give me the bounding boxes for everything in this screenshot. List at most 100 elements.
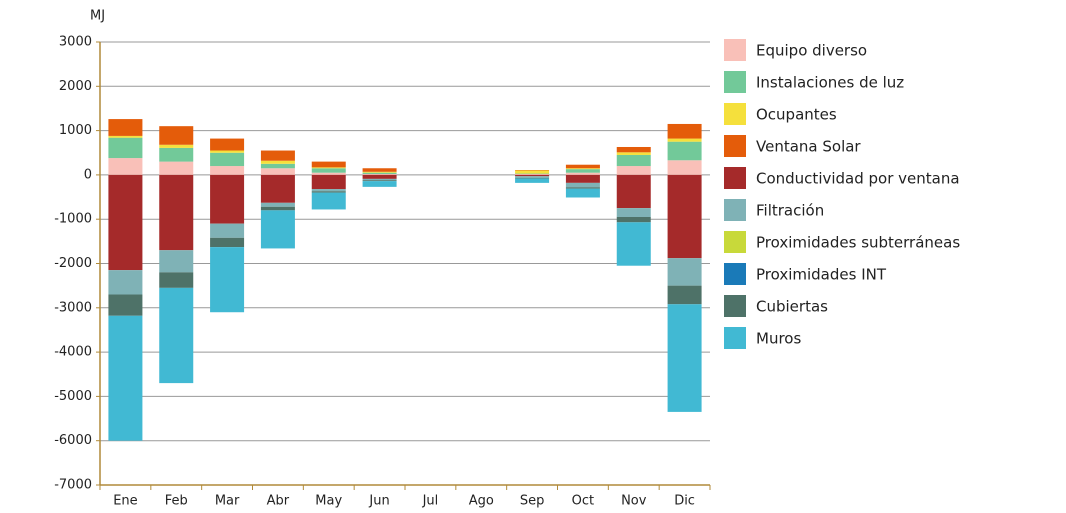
y-tick-label: -3000 (54, 300, 92, 315)
bar-segment (159, 250, 194, 273)
legend-swatch (724, 199, 746, 221)
x-tick-label: Abr (267, 494, 290, 509)
y-tick-label: -1000 (54, 212, 92, 227)
bar-segment (108, 174, 143, 271)
bar-segment (362, 180, 397, 182)
bar-segment (565, 172, 600, 175)
y-tick-label: -4000 (54, 345, 92, 360)
bar-segment (210, 138, 245, 151)
bar-segment (565, 169, 600, 173)
bar-segment (311, 192, 346, 210)
x-tick-label: Ene (113, 494, 137, 509)
legend-swatch (724, 263, 746, 285)
y-tick-label: -6000 (54, 433, 92, 448)
bar-segment (159, 287, 194, 384)
bar-segment (565, 168, 600, 170)
bar-segment (311, 168, 346, 173)
legend-swatch (724, 167, 746, 189)
bar-segment (515, 174, 550, 177)
bar-segment (260, 174, 295, 203)
legend-label: Ventana Solar (756, 138, 861, 156)
legend-label: Proximidades INT (756, 266, 887, 284)
bar-segment (108, 119, 143, 136)
bar-segment (159, 126, 194, 145)
bar-segment (515, 170, 550, 174)
x-tick-label: Ago (469, 494, 494, 509)
bar-segment (362, 181, 397, 187)
bar-segment (667, 123, 702, 139)
bar-segment (311, 189, 346, 192)
legend-label: Ocupantes (756, 106, 837, 124)
y-tick-label: -5000 (54, 389, 92, 404)
y-tick-label: -2000 (54, 256, 92, 271)
bar-segment (667, 141, 702, 161)
bar-segment (667, 258, 702, 286)
bar-segment (108, 137, 143, 159)
bar-segment (260, 202, 295, 207)
bar-segment (311, 167, 346, 169)
bar-segment (210, 166, 245, 175)
legend-swatch (724, 231, 746, 253)
bar-segment (260, 206, 295, 211)
x-tick-label: Mar (215, 494, 240, 509)
x-tick-label: Oct (572, 494, 594, 509)
bar-segment (311, 174, 346, 190)
bar-segment (362, 172, 397, 175)
bar-segment (260, 163, 295, 169)
bar-segment (108, 315, 143, 441)
bar-segment (159, 174, 194, 251)
bar-segment (616, 174, 651, 209)
x-tick-label: Nov (621, 494, 647, 509)
bar-segment (210, 152, 245, 167)
bar-segment (565, 187, 600, 189)
bar-segment (565, 174, 600, 183)
bar-segment (159, 147, 194, 162)
bar-segment (616, 166, 651, 175)
legend-label: Muros (756, 330, 801, 348)
y-tick-label: 3000 (59, 35, 92, 50)
y-tick-label: 2000 (59, 79, 92, 94)
bar-segment (616, 146, 651, 153)
bar-segment (362, 174, 397, 175)
bar-segment (311, 191, 346, 193)
bar-segment (565, 188, 600, 198)
bar-segment (210, 237, 245, 248)
legend-label: Cubiertas (756, 298, 828, 316)
y-axis-label: MJ (90, 9, 105, 24)
bar-segment (108, 158, 143, 175)
bar-segment (260, 150, 295, 161)
x-tick-label: Sep (520, 494, 545, 509)
x-tick-label: Jun (368, 494, 389, 509)
bar-segment (210, 223, 245, 238)
legend-label: Filtración (756, 202, 824, 220)
legend-label: Conductividad por ventana (756, 170, 960, 188)
bar-segment (362, 174, 397, 179)
bar-segment (362, 171, 397, 173)
bar-segment (159, 161, 194, 175)
bar-segment (159, 144, 194, 148)
bar-segment (515, 178, 550, 183)
bar-segment (565, 182, 600, 188)
y-tick-label: 1000 (59, 123, 92, 138)
bar-segment (362, 168, 397, 172)
y-tick-label: -7000 (54, 478, 92, 493)
bar-segment (515, 174, 550, 175)
legend-swatch (724, 295, 746, 317)
bar-segment (565, 164, 600, 169)
legend-swatch (724, 103, 746, 125)
bar-segment (667, 174, 702, 259)
bar-segment (260, 160, 295, 164)
bar-segment (108, 270, 143, 295)
legend-swatch (724, 327, 746, 349)
bar-segment (515, 176, 550, 179)
bar-segment (667, 138, 702, 142)
bar-segment (667, 304, 702, 412)
bar-segment (616, 222, 651, 266)
bar-segment (260, 168, 295, 175)
x-tick-label: Dic (674, 494, 695, 509)
legend-swatch (724, 71, 746, 93)
legend-swatch (724, 39, 746, 61)
legend-label: Equipo diverso (756, 42, 867, 60)
bar-segment (108, 135, 143, 138)
